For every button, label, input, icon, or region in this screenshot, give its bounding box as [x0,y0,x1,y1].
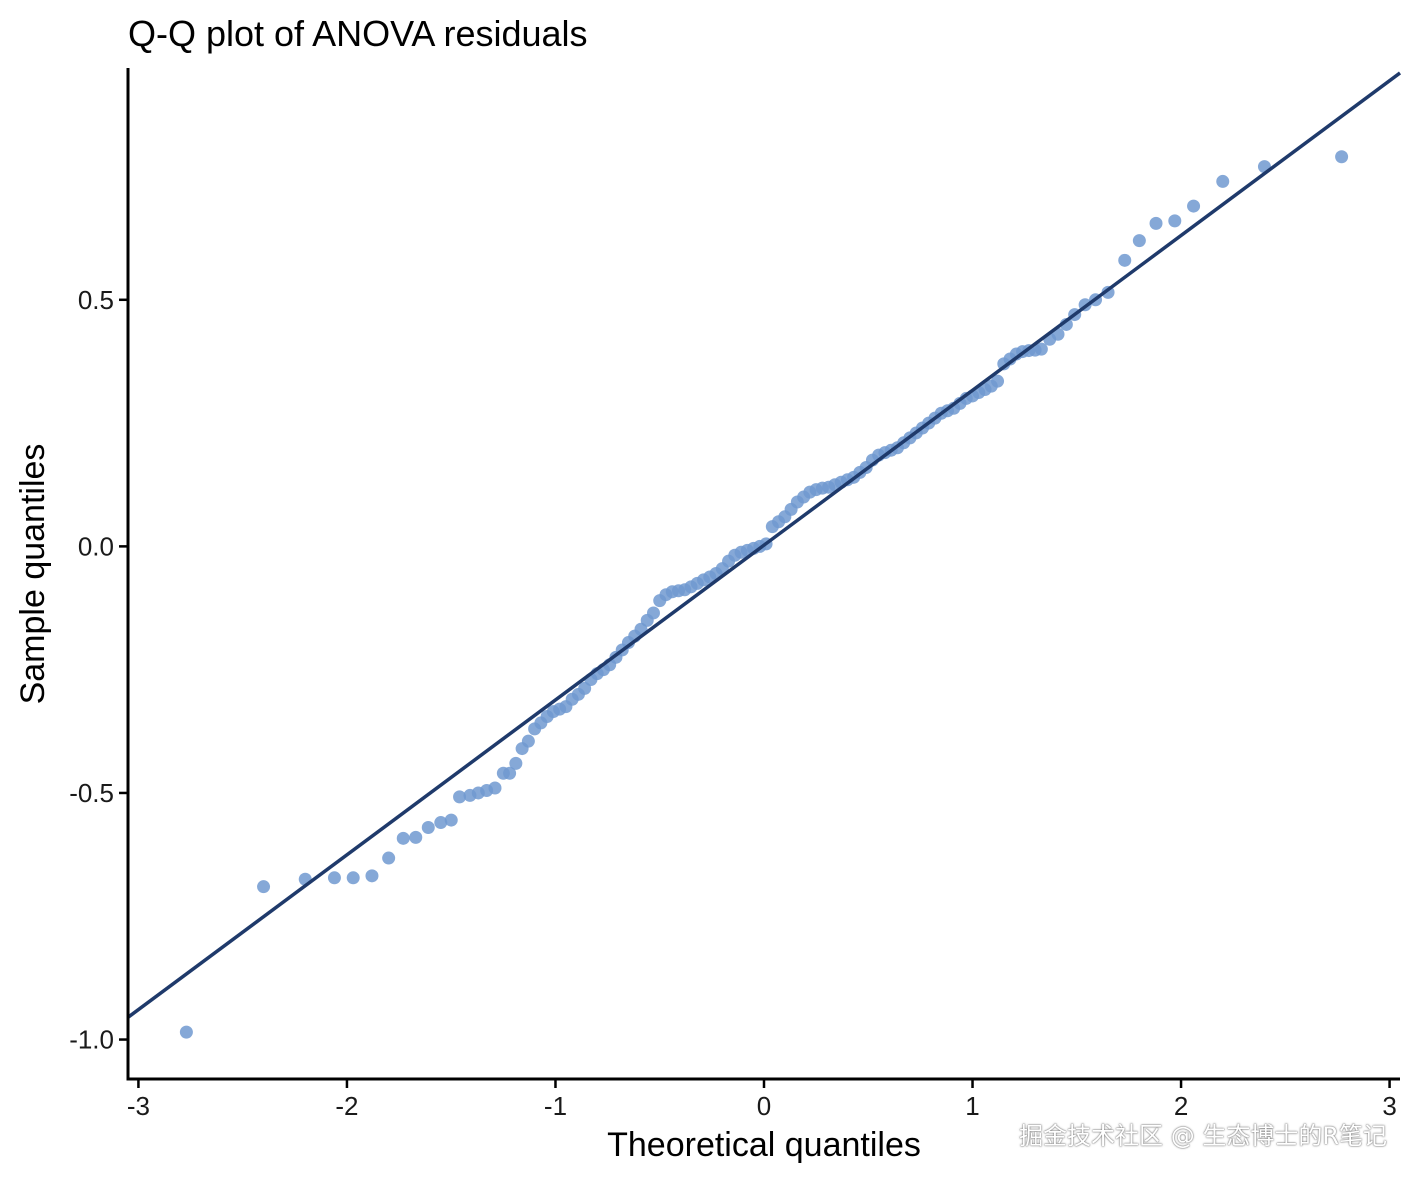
data-points [179,150,1349,1039]
data-point [503,766,517,780]
data-point [1118,253,1132,267]
data-point [1132,234,1146,248]
data-point [1149,216,1163,230]
y-tick-label: -0.5 [69,778,114,808]
y-tick-label: -1.0 [69,1025,114,1055]
chart-title: Q-Q plot of ANOVA residuals [128,13,588,54]
data-point [646,606,660,620]
data-point [1168,214,1182,228]
x-axis-label: Theoretical quantiles [607,1126,921,1164]
data-point [434,816,448,830]
data-point [444,813,458,827]
data-point [346,871,360,885]
data-point [453,790,467,804]
reference-line [126,71,1402,1019]
y-tick-label: 0.5 [78,285,114,315]
y-axis-ticks: -1.0 -0.5 0.0 0.5 [69,285,128,1055]
data-point [509,756,523,770]
y-tick-label: 0.0 [78,531,114,561]
data-point [991,374,1005,388]
data-point [409,830,423,844]
x-tick-label: 3 [1382,1091,1396,1121]
data-point [327,871,341,885]
data-point [1216,174,1230,188]
data-point [488,781,502,795]
data-point [382,851,396,865]
data-point [396,831,410,845]
data-point [365,869,379,883]
data-point [257,880,271,894]
x-tick-label: 1 [965,1091,979,1121]
x-axis-ticks: -3 -2 -1 0 1 2 3 [127,1079,1397,1121]
data-point [179,1025,193,1039]
data-point [1335,150,1349,164]
x-tick-label: -3 [127,1091,150,1121]
data-point [1187,199,1201,213]
data-point [521,734,535,748]
data-point [421,820,435,834]
x-tick-label: -2 [335,1091,358,1121]
watermark: 掘金技术社区 @ 生态博士的R笔记 [1019,1122,1387,1150]
y-axis-label: Sample quantiles [14,444,52,705]
x-tick-label: 2 [1174,1091,1188,1121]
x-tick-label: -1 [544,1091,567,1121]
data-point [1034,342,1048,356]
x-tick-label: 0 [757,1091,771,1121]
